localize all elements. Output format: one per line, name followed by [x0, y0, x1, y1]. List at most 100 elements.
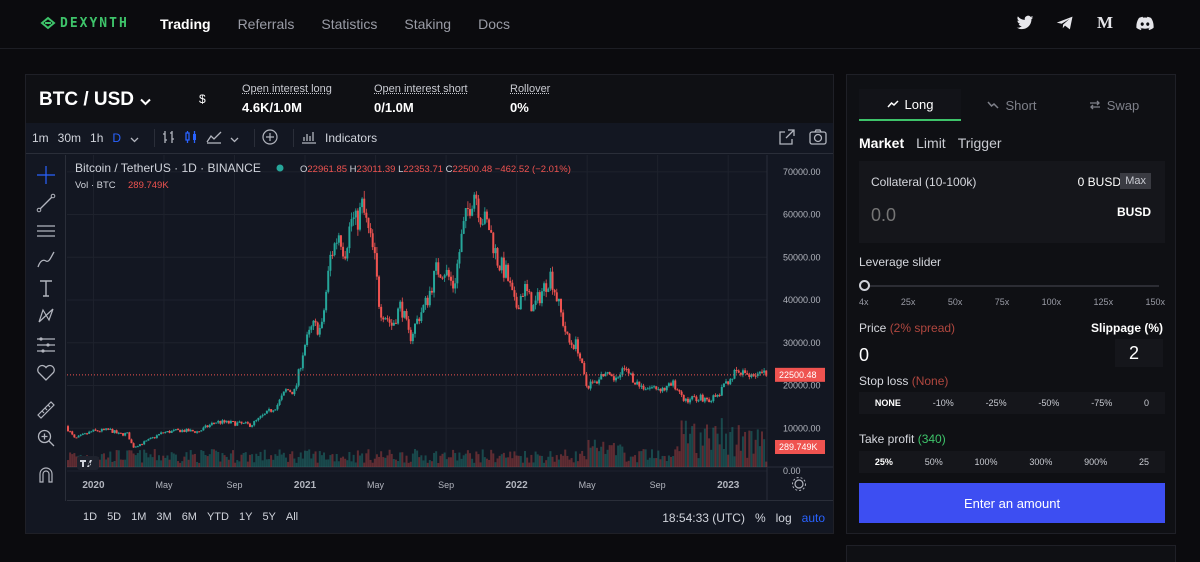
- stop-loss-option[interactable]: NONE: [874, 398, 901, 408]
- candle-body: [483, 211, 486, 224]
- leverage-tick[interactable]: 125x: [1093, 297, 1114, 307]
- horizontal-lines-icon[interactable]: [36, 221, 56, 241]
- chart-type-dropdown-icon[interactable]: [230, 131, 239, 146]
- tab-short[interactable]: Short: [961, 89, 1063, 121]
- heart-icon[interactable]: [36, 363, 56, 383]
- range-1y[interactable]: 1Y: [238, 511, 253, 523]
- leverage-tick[interactable]: 150x: [1145, 297, 1165, 307]
- volume-bar: [557, 459, 560, 467]
- range-ytd[interactable]: YTD: [206, 511, 229, 523]
- bar-style-icon[interactable]: [162, 130, 176, 147]
- range-1d[interactable]: 1D: [83, 511, 98, 523]
- tab-swap[interactable]: Swap: [1063, 89, 1165, 121]
- medium-icon[interactable]: M: [1096, 13, 1114, 32]
- volume-bar: [388, 449, 391, 467]
- price-input[interactable]: 0: [859, 345, 870, 365]
- pair-selector[interactable]: BTC / USD: [39, 89, 151, 111]
- range-all[interactable]: All: [285, 511, 299, 523]
- take-profit-option[interactable]: 100%: [974, 457, 998, 467]
- stop-loss-option[interactable]: -50%: [1038, 398, 1060, 408]
- stop-loss-option[interactable]: -25%: [985, 398, 1007, 408]
- timeframe-1m[interactable]: 1m: [32, 131, 49, 145]
- candle-body: [348, 226, 351, 249]
- leverage-tick[interactable]: 4x: [859, 297, 869, 307]
- price-chart[interactable]: 0.00 10000.00 20000.00 30000.00 40000.00 5000…: [67, 155, 833, 500]
- candle-body: [519, 295, 522, 310]
- ruler-icon[interactable]: [36, 400, 56, 420]
- leverage-tick[interactable]: 75x: [994, 297, 1010, 307]
- measure-lines-icon[interactable]: [36, 335, 56, 355]
- take-profit-option[interactable]: 900%: [1084, 457, 1108, 467]
- candle-body: [445, 269, 448, 276]
- zoom-in-icon[interactable]: [36, 428, 56, 448]
- magnet-icon[interactable]: [36, 465, 56, 485]
- candle-body: [720, 386, 723, 396]
- telegram-icon[interactable]: [1056, 14, 1074, 32]
- indicators-icon[interactable]: [301, 130, 317, 147]
- crosshair-icon[interactable]: [36, 165, 56, 185]
- candle-body: [191, 429, 194, 432]
- nav-link-docs[interactable]: Docs: [478, 16, 510, 32]
- candle-body: [746, 373, 749, 375]
- slippage-input[interactable]: 2: [1115, 339, 1163, 367]
- twitter-icon[interactable]: [1016, 14, 1034, 32]
- nav-link-trading[interactable]: Trading: [160, 16, 211, 32]
- collateral-input[interactable]: [871, 205, 1071, 226]
- take-profit-option[interactable]: 300%: [1029, 457, 1053, 467]
- fullscreen-icon[interactable]: [779, 129, 795, 149]
- max-button[interactable]: Max: [1120, 173, 1151, 189]
- range-1m[interactable]: 1M: [131, 511, 147, 523]
- candle-body: [316, 322, 319, 335]
- enter-amount-button[interactable]: Enter an amount: [859, 483, 1165, 523]
- candle-style-icon[interactable]: [184, 130, 198, 147]
- text-tool-icon[interactable]: [36, 278, 56, 298]
- tab-long[interactable]: Long: [859, 89, 961, 121]
- nav-link-statistics[interactable]: Statistics: [321, 16, 378, 32]
- percent-scale-toggle[interactable]: %: [754, 511, 766, 525]
- range-6m[interactable]: 6M: [181, 511, 197, 523]
- timeframe-d[interactable]: D: [112, 131, 122, 145]
- stop-loss-option[interactable]: -10%: [932, 398, 954, 408]
- camera-icon[interactable]: [809, 129, 827, 149]
- timeframe-1h[interactable]: 1h: [90, 131, 104, 145]
- log-scale-toggle[interactable]: log: [775, 511, 792, 525]
- volume-bar: [350, 461, 353, 467]
- candle-body: [177, 429, 180, 431]
- order-type-limit[interactable]: Limit: [916, 135, 946, 151]
- nav-link-staking[interactable]: Staking: [404, 16, 452, 32]
- pattern-tool-icon[interactable]: [36, 306, 56, 326]
- leverage-tick[interactable]: 25x: [900, 297, 916, 307]
- leverage-tick[interactable]: 100x: [1041, 297, 1062, 307]
- take-profit-option[interactable]: 25: [1139, 457, 1150, 467]
- utc-clock[interactable]: 18:54:33 (UTC): [662, 511, 745, 525]
- timeframe-30m[interactable]: 30m: [57, 131, 82, 145]
- logo[interactable]: DEXYNTH: [40, 15, 129, 31]
- indicators-button[interactable]: Indicators: [325, 131, 378, 145]
- discord-icon[interactable]: [1136, 14, 1154, 32]
- trend-line-icon[interactable]: [36, 193, 56, 213]
- order-type-trigger[interactable]: Trigger: [957, 135, 1002, 151]
- range-3m[interactable]: 3M: [156, 511, 172, 523]
- take-profit-option[interactable]: 25%: [874, 457, 893, 467]
- leverage-slider-track[interactable]: [863, 285, 1159, 287]
- add-compare-icon[interactable]: [262, 128, 278, 148]
- auto-scale-toggle[interactable]: auto: [801, 511, 825, 525]
- range-5y[interactable]: 5Y: [262, 511, 276, 523]
- stop-loss-option[interactable]: 0: [1144, 398, 1150, 408]
- nav-link-referrals[interactable]: Referrals: [237, 16, 295, 32]
- brush-icon[interactable]: [36, 250, 56, 270]
- volume-bar: [189, 450, 192, 467]
- leverage-tick[interactable]: 50x: [947, 297, 963, 307]
- volume-bar: [581, 450, 584, 467]
- order-type-market[interactable]: Market: [859, 135, 905, 151]
- stop-loss-option[interactable]: -75%: [1091, 398, 1113, 408]
- candle-body: [494, 248, 497, 254]
- candle-body: [113, 430, 116, 433]
- candle-body: [293, 388, 296, 395]
- timeframe-dropdown-icon[interactable]: [130, 131, 139, 146]
- stat-value: 4.6K/1.0M: [242, 100, 302, 115]
- take-profit-option[interactable]: 50%: [924, 457, 943, 467]
- range-5d[interactable]: 5D: [107, 511, 122, 523]
- leverage-slider-thumb[interactable]: [859, 280, 870, 291]
- area-style-icon[interactable]: [206, 130, 222, 147]
